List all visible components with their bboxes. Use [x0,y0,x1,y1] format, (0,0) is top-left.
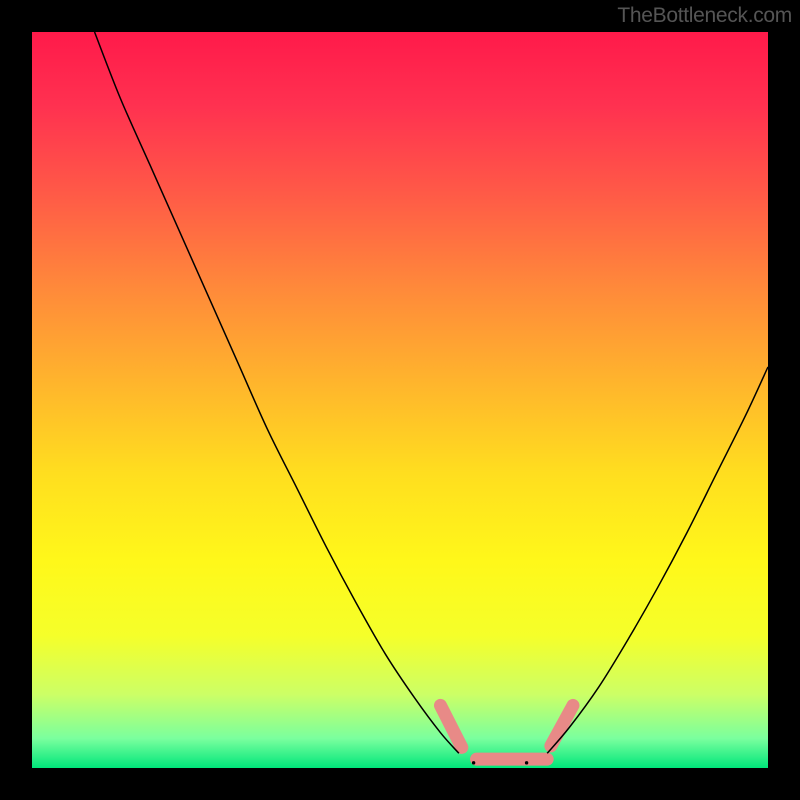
watermark-text: TheBottleneck.com [617,4,792,28]
curve-right-branch [547,367,768,753]
curve-left-branch [95,32,459,753]
bottleneck-curve [32,32,768,768]
highlight-region [440,705,572,759]
plot-area [32,32,768,768]
chart-container: TheBottleneck.com [0,0,800,800]
